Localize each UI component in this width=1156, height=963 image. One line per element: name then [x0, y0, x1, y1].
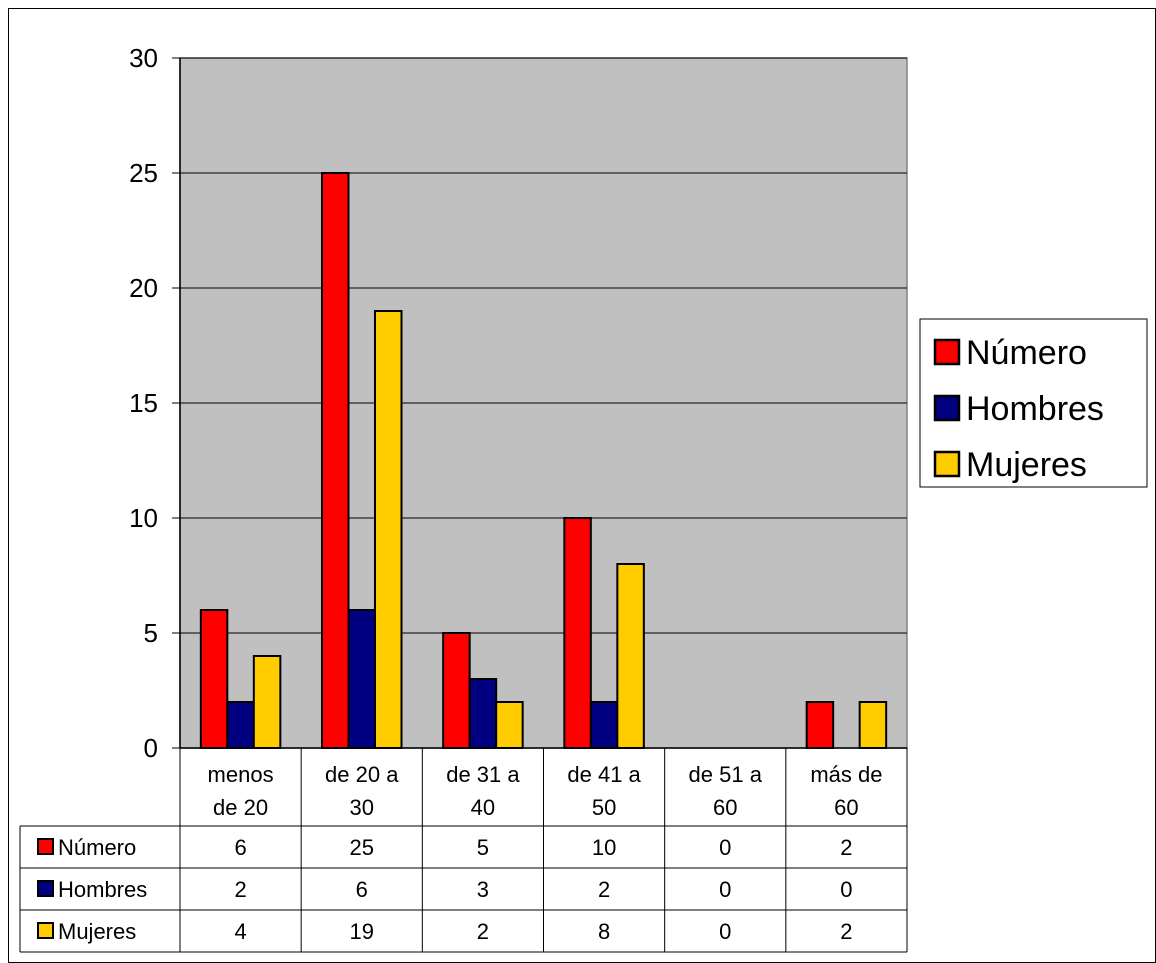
bar-mujeres-mas-de-60 [858, 701, 888, 749]
table-cell-hombres: 2 [234, 877, 246, 902]
legend-label-mujeres: Mujeres [966, 446, 1087, 484]
legend-key-mujeres [933, 450, 961, 478]
bar-hombres-menos-de-20 [226, 701, 255, 749]
table-cell-numero: 5 [477, 835, 489, 860]
legend-key-hombres [933, 394, 961, 422]
y-tick-label: 15 [129, 388, 158, 418]
x-tick-label: de 20 [213, 795, 268, 820]
bar-mujeres-de-41-a-50 [616, 563, 645, 749]
table-cell-mujeres: 0 [719, 919, 731, 944]
bar-mujeres-menos-de-20 [252, 655, 282, 749]
x-tick-label: de 41 a [567, 762, 641, 787]
table-row-label-numero: Número [58, 835, 136, 860]
bars [199, 172, 888, 749]
bar-hombres-de-31-a-40 [468, 678, 498, 749]
table-row-label-hombres: Hombres [58, 877, 147, 902]
legend-key-numero [933, 338, 961, 366]
y-tick-label: 0 [144, 733, 158, 763]
table-cell-hombres: 3 [477, 877, 489, 902]
table-cell-mujeres: 8 [598, 919, 610, 944]
table-cell-mujeres: 2 [477, 919, 489, 944]
x-tick-label: 50 [592, 795, 616, 820]
bar-mujeres-de-20-a-30 [374, 310, 403, 749]
table-cell-mujeres: 4 [234, 919, 246, 944]
table-cell-hombres: 0 [840, 877, 852, 902]
x-tick-label: 60 [713, 795, 737, 820]
bar-hombres-de-20-a-30 [347, 609, 376, 749]
legend: Número Hombres Mujeres [919, 318, 1148, 488]
legend-label-numero: Número [966, 334, 1087, 372]
bar-numero-de-41-a-50 [563, 517, 592, 749]
x-tick-label: 40 [471, 795, 495, 820]
y-axis-tick-labels: 0 5 10 15 20 25 30 [129, 43, 158, 763]
table-legend-key-mujeres [37, 922, 54, 939]
y-tick-label: 20 [129, 273, 158, 303]
x-tick-label: de 31 a [446, 762, 520, 787]
y-tick-label: 25 [129, 158, 158, 188]
y-tick-label: 5 [144, 618, 158, 648]
bar-numero-menos-de-20 [199, 609, 229, 749]
table-cell-hombres: 0 [719, 877, 731, 902]
gridlines [180, 57, 907, 634]
x-tick-label: más de [810, 762, 882, 787]
x-tick-label: de 20 a [325, 762, 399, 787]
table-cell-numero: 6 [234, 835, 246, 860]
table-cell-mujeres: 19 [350, 919, 374, 944]
bar-numero-de-20-a-30 [321, 172, 350, 749]
table-row-label-mujeres: Mujeres [58, 919, 136, 944]
y-tick-label: 30 [129, 43, 158, 73]
bar-numero-de-31-a-40 [442, 632, 471, 749]
x-tick-label: 60 [834, 795, 858, 820]
table-cell-mujeres: 2 [840, 919, 852, 944]
bar-mujeres-de-31-a-40 [495, 701, 524, 749]
table-cell-numero: 10 [592, 835, 616, 860]
bar-hombres-de-41-a-50 [589, 701, 619, 749]
table-legend-key-numero [37, 838, 54, 855]
bar-numero-mas-de-60 [805, 701, 835, 749]
x-tick-label: menos [208, 762, 274, 787]
x-tick-label: 30 [350, 795, 374, 820]
table-cell-numero: 0 [719, 835, 731, 860]
x-tick-label: de 51 a [689, 762, 763, 787]
table-legend-key-hombres [37, 880, 54, 897]
table-cell-numero: 25 [350, 835, 374, 860]
table-cell-numero: 2 [840, 835, 852, 860]
table-cell-hombres: 6 [356, 877, 368, 902]
y-tick-label: 10 [129, 503, 158, 533]
legend-label-hombres: Hombres [966, 390, 1104, 428]
table-cell-hombres: 2 [598, 877, 610, 902]
